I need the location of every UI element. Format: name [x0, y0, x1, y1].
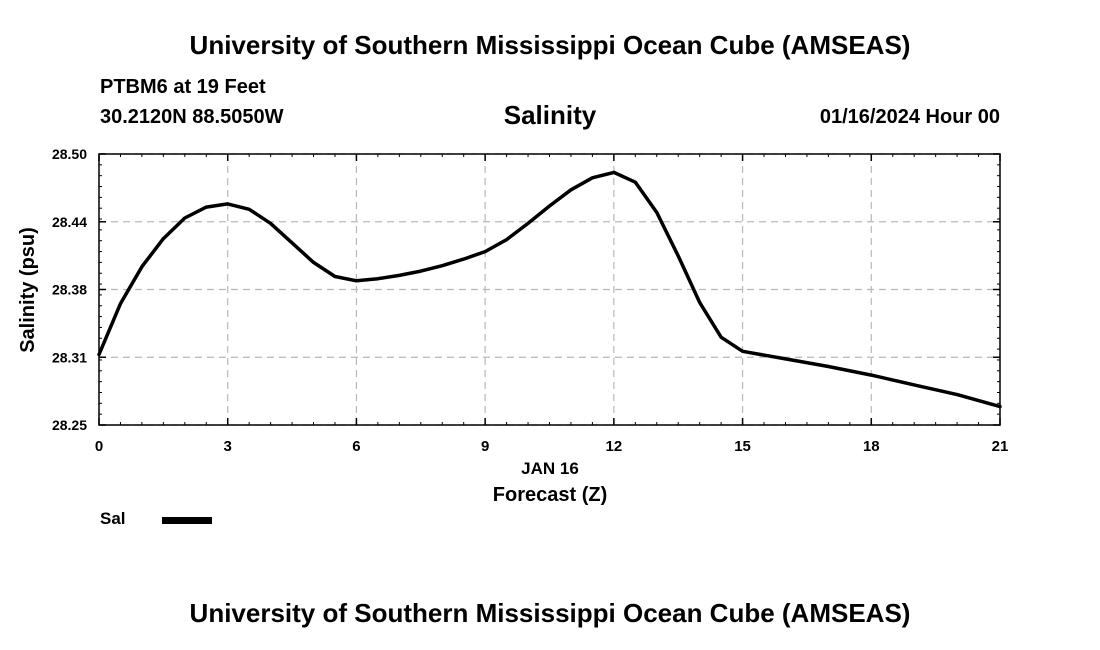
grid-lines: [99, 153, 1000, 426]
forecast-datetime: 01/16/2024 Hour 00: [819, 106, 1000, 128]
legend-swatch: [162, 517, 212, 524]
y-axis-label: Salinity (psu): [17, 227, 39, 353]
x-tick-label: 12: [606, 438, 623, 455]
y-tick-label: 28.31: [52, 349, 87, 365]
x-tick-label: 15: [734, 438, 751, 455]
series-line-sal: [97, 170, 1002, 409]
x-tick-label: 0: [95, 438, 103, 455]
coordinates-label: 30.2120N 88.5050W: [100, 106, 284, 128]
x-tick-label: 6: [352, 438, 360, 455]
x-tick-label: 21: [992, 438, 1009, 455]
y-tick-label: 28.38: [52, 282, 87, 298]
x-tick-label: 3: [224, 438, 232, 455]
axis-ticks: [98, 153, 1001, 426]
x-tick-label: 18: [863, 438, 880, 455]
y-tick-label: 28.50: [52, 146, 87, 162]
x-axis-date-label: JAN 16: [521, 459, 579, 478]
x-tick-label: 9: [481, 438, 489, 455]
legend-label: Sal: [100, 509, 126, 528]
x-axis-label: Forecast (Z): [493, 484, 607, 506]
station-label: PTBM6 at 19 Feet: [100, 76, 266, 98]
y-tick-label: 28.25: [52, 417, 87, 433]
tick-labels: 0 3 6 9 12 15 18 21 28.25 28.31 28.38 28.44 28.50: [52, 146, 1008, 455]
y-tick-label: 28.44: [52, 214, 87, 230]
page-title: University of Southern Mississippi Ocean…: [189, 30, 911, 60]
footer-title: University of Southern Mississippi Ocean…: [189, 598, 911, 628]
chart-subtitle: Salinity: [503, 100, 597, 130]
